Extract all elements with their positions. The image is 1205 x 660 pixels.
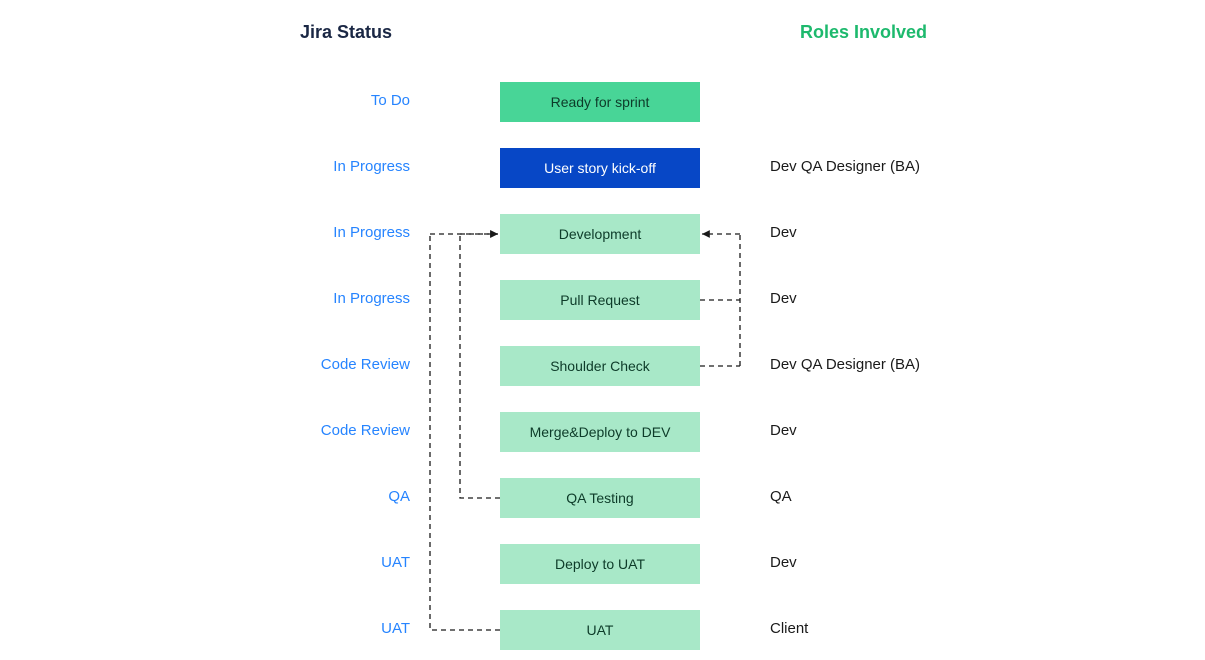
role-label: Dev xyxy=(770,422,970,439)
header-roles-involved: Roles Involved xyxy=(800,22,927,43)
status-label: Code Review xyxy=(260,422,410,439)
role-label: Dev QA Designer (BA) xyxy=(770,158,970,175)
stage-box: Ready for sprint xyxy=(500,82,700,122)
role-label: Dev xyxy=(770,290,970,307)
flowchart-container: Jira Status Roles Involved To Do Ready fo… xyxy=(0,0,1205,660)
status-label: QA xyxy=(260,488,410,505)
stage-box: UAT xyxy=(500,610,700,650)
role-label: QA xyxy=(770,488,970,505)
status-label: In Progress xyxy=(260,158,410,175)
status-label: UAT xyxy=(260,620,410,637)
status-label: To Do xyxy=(260,92,410,109)
stage-box: Deploy to UAT xyxy=(500,544,700,584)
stage-box: Merge&Deploy to DEV xyxy=(500,412,700,452)
status-label: In Progress xyxy=(260,290,410,307)
status-label: UAT xyxy=(260,554,410,571)
stage-box: QA Testing xyxy=(500,478,700,518)
header-jira-status: Jira Status xyxy=(300,22,392,43)
stage-box: User story kick-off xyxy=(500,148,700,188)
role-label: Dev xyxy=(770,554,970,571)
stage-box: Pull Request xyxy=(500,280,700,320)
role-label: Dev xyxy=(770,224,970,241)
status-label: In Progress xyxy=(260,224,410,241)
role-label: Dev QA Designer (BA) xyxy=(770,356,970,373)
stage-box: Shoulder Check xyxy=(500,346,700,386)
status-label: Code Review xyxy=(260,356,410,373)
role-label: Client xyxy=(770,620,970,637)
stage-box: Development xyxy=(500,214,700,254)
